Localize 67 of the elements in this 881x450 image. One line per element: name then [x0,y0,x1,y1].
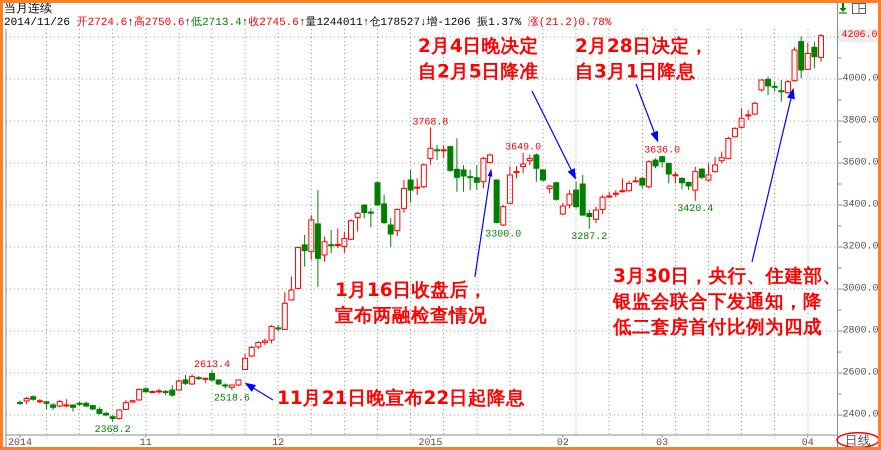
candlestick [672,171,678,184]
candlestick [440,144,447,159]
y-tick-label: 3000.0 [842,284,879,295]
text: 2014/11/26 开2724.6↑高2750.6↑低2713.4↑收2745.6↑量1244011↑仓178527↓增-1206 振1.37% 涨(21.2)0.78% [4,17,612,29]
x-tick-label: 03 [656,438,668,449]
candlestick [308,214,314,261]
candlestick [314,190,321,288]
text: 4206.0 [842,30,878,42]
candlestick [804,42,811,70]
annotation: 3649.0 [505,142,542,154]
candlestick [738,108,745,129]
annotation: 3300.0 [485,230,522,241]
candlestick [514,165,520,179]
candlestick [798,36,804,79]
candlestick [354,211,361,232]
y-tick-label: 2600.0 [842,368,879,379]
candlestick [745,110,752,120]
annotation: 3636.0 [644,145,680,156]
candlestick [282,291,288,330]
candlestick [408,169,414,204]
candlestick [520,152,526,174]
annotation: 11月21日晚宣布22日起降息 [277,386,526,408]
candlestick [811,41,818,69]
candlestick [632,176,639,182]
annotation: 1月16日收盘后，宣布两融检查情况 [335,278,488,326]
chart-title: 当月连续 [4,1,52,15]
annotation: 2月28日决定，自3月1日降息 [575,34,709,82]
candlestick [712,156,718,174]
x-tick-label: 11 [140,438,152,449]
candlestick [388,218,394,248]
annotation: 3768.8 [412,118,448,129]
candlestick [288,276,294,300]
candlestick [322,236,328,262]
candlestick [778,80,784,102]
annotation: 3287.2 [571,232,608,244]
y-tick-label: 2400.0 [842,410,879,421]
candlestick [533,152,540,182]
candlestick [434,144,440,161]
candlestick [666,162,672,184]
candlestick [328,230,334,254]
x-tick-label: 12 [272,438,284,449]
y-tick-label: 3200.0 [842,242,879,253]
annotation: 3月30日，央行、住建部、银监会联合下发通知，降低二套房首付比例为四成 [612,264,842,338]
candlestick [639,176,646,189]
x-tick-label: 02 [556,438,569,449]
x-tick-label: 2014 [8,438,32,449]
candlestick [692,166,698,202]
y-tick-label: 2800.0 [842,326,879,337]
annotation: 2613.4 [194,360,230,372]
y-tick-label: 4000.0 [842,73,879,84]
annotation: 2月4日晚决定自2月5日降准 [418,34,539,82]
x-tick-label: 2015 [418,438,442,449]
candlestick [526,154,533,166]
candlestick [566,190,572,209]
candlestick [427,127,434,166]
y-tick-label: 3800.0 [842,115,879,126]
candlestick [705,162,712,182]
candlestick [400,180,407,214]
y-tick-label: 3400.0 [842,200,879,211]
annotation: 3420.4 [677,204,714,216]
y-tick-label: 3600.0 [842,158,879,169]
annotation: 2368.2 [94,425,131,436]
candlestick [302,234,308,268]
candlestick [506,166,513,204]
text: 日线 [845,432,871,448]
x-tick-label: 04 [802,438,814,449]
annotation: 2518.6 [214,394,250,405]
